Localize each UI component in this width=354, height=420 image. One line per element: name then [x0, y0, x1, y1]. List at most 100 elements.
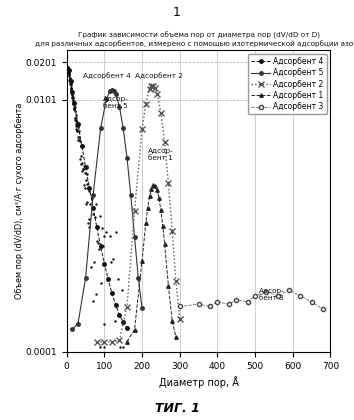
Адсорбент 4: [117, 312, 121, 317]
Point: [92, 213, 98, 220]
Адсорбент 2: [155, 91, 159, 96]
Адсорбент 4: [87, 185, 91, 190]
Адсорбент 2: [110, 339, 114, 344]
Адсорбент 4: [98, 244, 103, 249]
Адсорбент 2: [148, 87, 152, 92]
Point: [69, 90, 75, 97]
Point: [112, 318, 118, 324]
Point: [75, 121, 80, 128]
Point: [66, 67, 72, 74]
Адсорбент 5: [136, 276, 141, 281]
Point: [79, 168, 85, 175]
Point: [65, 67, 71, 74]
Point: [65, 65, 71, 71]
Point: [69, 89, 75, 96]
Line: Адсорбент 3: Адсорбент 3: [178, 288, 325, 311]
Point: [71, 105, 77, 112]
Point: [93, 201, 98, 208]
Point: [83, 200, 89, 207]
Point: [72, 103, 78, 110]
Адсорбент 4: [125, 326, 129, 331]
Адсорбент 3: [215, 299, 219, 304]
Point: [74, 128, 80, 135]
Адсорбент 3: [264, 289, 268, 294]
Point: [115, 275, 121, 282]
Адсорбент 3: [178, 304, 182, 309]
Point: [88, 263, 94, 270]
Point: [67, 77, 72, 84]
Line: Адсорбент 4: Адсорбент 4: [67, 68, 129, 330]
Адсорбент 1: [166, 284, 171, 289]
Point: [110, 255, 116, 262]
Point: [70, 98, 76, 105]
Point: [68, 81, 74, 88]
Point: [78, 153, 84, 160]
Point: [76, 137, 82, 144]
Point: [71, 106, 77, 113]
Point: [105, 275, 111, 281]
Point: [73, 116, 78, 123]
Адсорбент 1: [155, 188, 159, 193]
Point: [71, 106, 76, 113]
Point: [107, 232, 112, 239]
Point: [69, 93, 75, 100]
Point: [68, 85, 74, 92]
Point: [69, 92, 75, 98]
Point: [101, 344, 107, 350]
Адсорбент 2: [153, 86, 158, 91]
Point: [71, 104, 76, 110]
Адсорбент 3: [298, 293, 302, 298]
Point: [69, 88, 75, 95]
Адсорбент 2: [132, 208, 137, 213]
Адсорбент 2: [151, 83, 155, 88]
Point: [86, 220, 91, 226]
Point: [82, 170, 87, 176]
X-axis label: Диаметр пор, Å: Диаметр пор, Å: [159, 376, 239, 388]
Адсорбент 3: [227, 302, 231, 307]
Адсорбент 4: [102, 261, 107, 266]
Адсорбент 4: [110, 291, 114, 296]
Point: [75, 123, 81, 129]
Point: [66, 68, 72, 75]
Point: [68, 81, 74, 88]
Адсорбент 3: [253, 293, 257, 298]
Point: [68, 78, 73, 84]
Text: Адсорбент 2: Адсорбент 2: [135, 72, 183, 79]
Point: [69, 88, 74, 95]
Point: [69, 91, 75, 97]
Point: [99, 225, 105, 232]
Point: [77, 137, 83, 144]
Point: [73, 118, 79, 124]
Point: [67, 76, 73, 82]
Адсорбент 1: [161, 223, 165, 228]
Адсорбент 1: [153, 183, 158, 188]
Адсорбент 4: [76, 122, 80, 127]
Point: [69, 89, 75, 96]
Point: [95, 239, 101, 246]
Адсорбент 3: [321, 306, 325, 311]
Point: [79, 159, 85, 166]
Point: [91, 211, 96, 218]
Legend: Адсорбент 4, Адсорбент 5, Адсорбент 2, Адсорбент 1, Адсорбент 3: Адсорбент 4, Адсорбент 5, Адсорбент 2, А…: [248, 54, 326, 114]
Point: [98, 213, 103, 220]
Point: [70, 101, 76, 108]
Point: [70, 94, 76, 101]
Point: [114, 229, 119, 236]
Point: [80, 165, 86, 172]
Point: [65, 67, 71, 74]
Point: [69, 94, 75, 101]
Адсорбент 1: [144, 220, 148, 225]
Point: [100, 242, 105, 249]
Адсорбент 4: [67, 68, 71, 73]
Point: [103, 228, 109, 235]
Text: Адсор-
бент 3: Адсор- бент 3: [259, 289, 285, 302]
Text: Адсор-
бент 5: Адсор- бент 5: [103, 96, 128, 109]
Адсорбент 2: [149, 84, 154, 89]
Адсорбент 3: [208, 304, 212, 309]
Point: [67, 77, 73, 84]
Адсорбент 3: [287, 288, 291, 293]
Адсорбент 3: [275, 293, 280, 298]
Point: [78, 156, 83, 163]
Адсорбент 2: [162, 140, 167, 145]
Point: [72, 108, 78, 115]
